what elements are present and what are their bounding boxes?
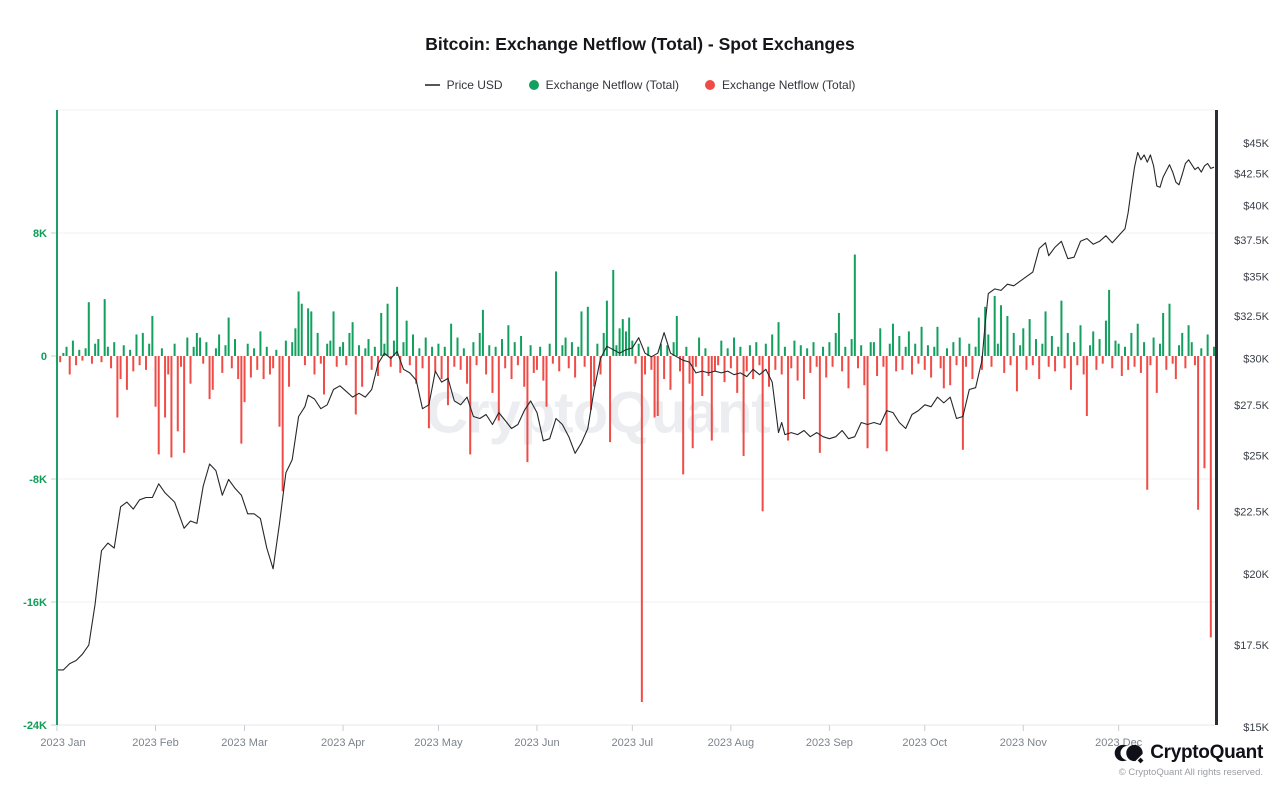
svg-text:$32.5K: $32.5K bbox=[1234, 311, 1270, 323]
legend-label-netflow-positive: Exchange Netflow (Total) bbox=[545, 78, 679, 92]
svg-text:-16K: -16K bbox=[23, 597, 47, 609]
svg-text:$25K: $25K bbox=[1243, 450, 1269, 462]
svg-text:$40K: $40K bbox=[1243, 201, 1269, 213]
svg-text:2023 Apr: 2023 Apr bbox=[321, 737, 365, 749]
footer: CryptoQuant © CryptoQuant All rights res… bbox=[1114, 742, 1263, 778]
svg-text:8K: 8K bbox=[33, 228, 47, 240]
svg-text:2023 May: 2023 May bbox=[414, 737, 463, 749]
svg-text:2023 Sep: 2023 Sep bbox=[806, 737, 853, 749]
green-dot-icon bbox=[528, 80, 539, 90]
brand-name: CryptoQuant bbox=[1150, 742, 1263, 763]
svg-text:2023 Nov: 2023 Nov bbox=[1000, 737, 1048, 749]
legend-item-netflow-positive[interactable]: Exchange Netflow (Total) bbox=[528, 78, 679, 92]
chart-title: Bitcoin: Exchange Netflow (Total) - Spot… bbox=[425, 34, 855, 54]
legend-item-price[interactable]: Price USD bbox=[424, 78, 503, 92]
copyright-text: © CryptoQuant All rights reserved. bbox=[1118, 767, 1263, 778]
svg-text:2023 Jul: 2023 Jul bbox=[612, 737, 654, 749]
svg-text:2023 Aug: 2023 Aug bbox=[708, 737, 755, 749]
svg-text:$30K: $30K bbox=[1243, 354, 1269, 366]
svg-text:$45K: $45K bbox=[1243, 138, 1269, 150]
svg-text:$20K: $20K bbox=[1243, 569, 1269, 581]
svg-text:-24K: -24K bbox=[23, 720, 47, 732]
svg-text:2023 Jan: 2023 Jan bbox=[40, 737, 85, 749]
price-line-marker-icon bbox=[424, 84, 440, 86]
legend-label-netflow-negative: Exchange Netflow (Total) bbox=[722, 78, 856, 92]
svg-text:2023 Feb: 2023 Feb bbox=[132, 737, 178, 749]
svg-text:0: 0 bbox=[41, 351, 47, 363]
legend-label-price: Price USD bbox=[446, 78, 503, 92]
svg-text:-8K: -8K bbox=[29, 474, 47, 486]
svg-text:2023 Oct: 2023 Oct bbox=[902, 737, 947, 749]
svg-text:$27.5K: $27.5K bbox=[1234, 400, 1270, 412]
cryptoquant-logo-icon bbox=[1114, 744, 1145, 764]
svg-text:$37.5K: $37.5K bbox=[1234, 235, 1270, 247]
legend-item-netflow-negative[interactable]: Exchange Netflow (Total) bbox=[705, 78, 855, 92]
svg-text:$15K: $15K bbox=[1243, 722, 1269, 734]
svg-text:$35K: $35K bbox=[1243, 272, 1269, 284]
svg-text:2023 Jun: 2023 Jun bbox=[514, 737, 559, 749]
svg-text:$42.5K: $42.5K bbox=[1234, 168, 1270, 180]
svg-text:$17.5K: $17.5K bbox=[1234, 640, 1270, 652]
svg-text:$22.5K: $22.5K bbox=[1234, 506, 1270, 518]
legend: Price USD Exchange Netflow (Total) Excha… bbox=[0, 78, 1280, 92]
svg-text:2023 Mar: 2023 Mar bbox=[221, 737, 268, 749]
red-dot-icon bbox=[705, 80, 715, 90]
